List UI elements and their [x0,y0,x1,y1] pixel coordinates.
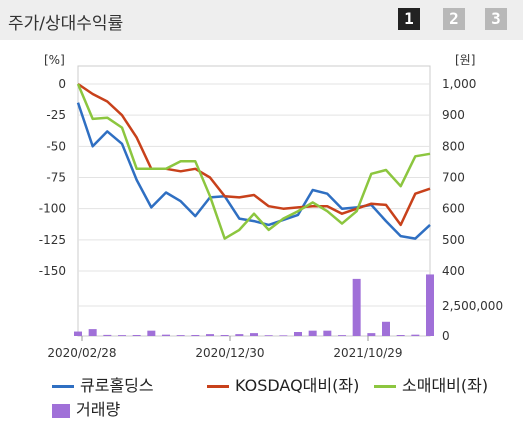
volume-bar [426,274,434,336]
left-axis-unit: [%] [44,53,65,67]
volume-bar [176,335,185,336]
legend-item-curo: 큐로홀딩스 [52,372,154,396]
left-tick-label: -100 [39,202,66,216]
legend-swatch [52,403,70,418]
volume-bar [88,329,97,336]
tab-2[interactable]: 2 [443,8,465,30]
volume-bar [338,335,346,336]
right-tick-label: 600 [442,202,465,216]
right-tick-label: 500 [442,233,465,247]
left-tick-label: -25 [46,108,66,122]
volume-tick-label: 0 [442,329,450,343]
chart-header: 주가/상대수익률 1 2 3 [0,0,523,40]
legend-item-volume: 거래량 [52,396,120,420]
right-tick-label: 1,000 [442,77,476,91]
chart-title: 주가/상대수익률 [8,14,124,34]
volume-bar [250,333,258,336]
right-axis-unit: [원] [455,53,475,67]
left-tick-label: -150 [39,264,66,278]
legend-label: 거래량 [76,400,121,419]
volume-bar [206,334,214,336]
tab-3[interactable]: 3 [485,8,507,30]
right-tick-label: 900 [442,108,465,122]
volume-bar [308,330,317,336]
legend-swatch [52,385,74,388]
volume-bar [74,331,82,336]
series-line [76,102,431,240]
series-line [77,82,431,227]
volume-bar [294,332,302,336]
left-tick-label: 0 [58,77,66,91]
volume-bar [147,330,156,336]
tab-1[interactable]: 1 [398,8,420,30]
x-tick-label: 2020/02/28 [47,346,116,360]
volume-bar [132,335,141,336]
volume-bar [118,335,126,336]
volume-bar [103,334,112,336]
volume-bar [352,278,361,336]
left-tick-label: -75 [46,171,66,185]
right-tick-label: 800 [442,139,465,153]
x-tick-label: 2021/10/29 [333,346,402,360]
volume-bar [396,335,405,336]
volume-bar [191,335,200,336]
right-tick-label: 700 [442,171,465,185]
volume-bar [279,335,288,336]
volume-bar [367,333,376,336]
legend-label: 소매대비(좌) [402,376,489,395]
volume-bar [162,334,170,336]
volume-bar [264,335,273,336]
volume-bar [323,330,332,336]
series-line [76,83,431,240]
legend-item-retail: 소매대비(좌) [374,372,488,396]
legend-swatch [374,385,396,388]
x-tick-label: 2020/12/30 [195,346,264,360]
plot-frame [77,65,431,337]
legend-label: KOSDAQ대비(좌) [235,376,360,395]
legend-swatch [207,385,229,388]
legend-item-kosdaq: KOSDAQ대비(좌) [207,372,359,396]
volume-bar [235,334,244,336]
right-tick-label: 400 [442,264,465,278]
chart-area: 0 1,000 -25 900 -50 800 -75 700 -100 600 -125 500 -1… [39,53,503,360]
volume-bar [220,335,229,336]
legend-label: 큐로홀딩스 [80,376,154,395]
left-tick-label: -50 [46,139,66,153]
volume-bar [411,334,420,336]
volume-bar [382,321,390,336]
left-tick-label: -125 [39,233,66,247]
volume-tick-label: 2,500,000 [442,299,503,313]
